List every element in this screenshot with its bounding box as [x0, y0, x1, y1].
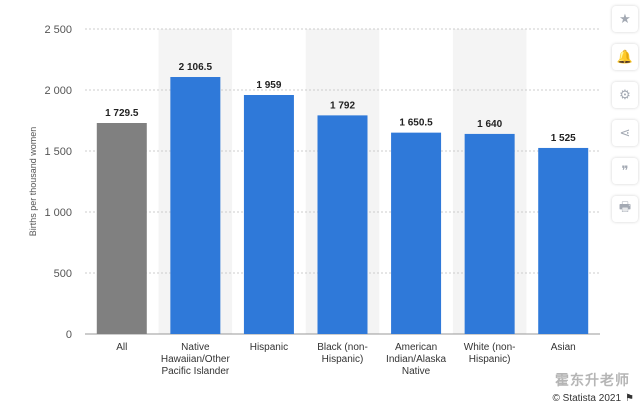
category-label: All: [116, 342, 127, 353]
category-label: Hawaiian/Other: [161, 354, 231, 365]
category-label: Hispanic): [469, 354, 511, 365]
print-button[interactable]: 🖶: [612, 196, 638, 222]
y-tick-label: 2 000: [44, 85, 72, 97]
notification-button[interactable]: 🔔: [612, 44, 638, 70]
credit-link[interactable]: © Statista 2021: [552, 393, 622, 404]
data-label: 1 792: [330, 100, 355, 111]
star-button[interactable]: ★: [612, 6, 638, 32]
bar: [538, 147, 589, 334]
y-tick-label: 500: [54, 268, 72, 280]
category-label: Indian/Alaska: [386, 354, 446, 365]
y-tick-label: 1 500: [44, 146, 72, 158]
watermark: 霍东升老师: [555, 372, 630, 388]
star-icon: ★: [619, 11, 631, 26]
footer: © Statista 2021 ⚑: [553, 393, 635, 404]
data-label: 1 959: [256, 80, 281, 91]
data-label: 2 106.5: [179, 62, 213, 73]
bell-icon: 🔔: [616, 49, 634, 64]
bar: [317, 115, 368, 334]
bar: [391, 132, 442, 334]
data-label: 1 640: [477, 119, 502, 130]
share-button[interactable]: ⋖: [612, 120, 638, 146]
category-label: Hispanic): [322, 354, 364, 365]
y-tick-label: 2 500: [44, 24, 72, 36]
bar: [96, 123, 147, 334]
category-label: Hispanic: [250, 342, 288, 353]
data-label: 1 650.5: [399, 118, 433, 129]
y-tick-label: 0: [66, 329, 72, 341]
quote-icon: ❞: [621, 163, 629, 178]
y-tick-label: 1 000: [44, 207, 72, 219]
data-label: 1 525: [551, 133, 576, 144]
category-label: Black (non-: [317, 342, 368, 353]
bar: [243, 95, 294, 334]
y-axis-label: Births per thousand women: [28, 127, 38, 237]
category-label: Native: [402, 366, 431, 377]
data-label: 1 729.5: [105, 108, 139, 119]
share-icon: ⋖: [619, 125, 631, 140]
category-label: American: [395, 342, 437, 353]
category-label: Native: [181, 342, 210, 353]
flag-icon[interactable]: ⚑: [625, 393, 634, 404]
cite-button[interactable]: ❞: [612, 158, 638, 184]
category-label: White (non-: [464, 342, 516, 353]
settings-button[interactable]: ⚙: [612, 82, 638, 108]
bar: [464, 133, 515, 334]
category-label: Pacific Islander: [161, 366, 229, 377]
category-label: Asian: [551, 342, 576, 353]
bar: [170, 77, 221, 334]
chart-toolbar: ★ 🔔 ⚙ ⋖ ❞ 🖶: [612, 6, 638, 234]
print-icon: 🖶: [618, 199, 632, 214]
gear-icon: ⚙: [619, 87, 631, 102]
